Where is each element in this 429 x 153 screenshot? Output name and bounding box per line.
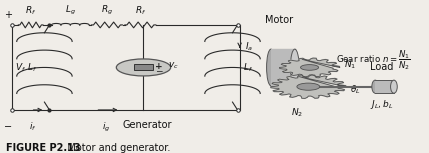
Ellipse shape xyxy=(266,49,275,86)
Text: Motor and generator.: Motor and generator. xyxy=(58,143,170,153)
Ellipse shape xyxy=(390,80,397,93)
Text: $\theta_L$: $\theta_L$ xyxy=(350,83,361,95)
Text: $J_L, b_L$: $J_L, b_L$ xyxy=(370,98,393,111)
Circle shape xyxy=(297,83,320,90)
Text: $L_g$: $L_g$ xyxy=(65,4,76,17)
Text: $i_g$: $i_g$ xyxy=(102,120,110,134)
Text: Motor: Motor xyxy=(265,15,293,25)
Polygon shape xyxy=(279,58,340,77)
Text: $V_f$: $V_f$ xyxy=(15,61,27,74)
Text: $N_1$: $N_1$ xyxy=(344,58,356,71)
Ellipse shape xyxy=(290,49,299,86)
Bar xyxy=(271,49,295,86)
Text: $I_a$: $I_a$ xyxy=(245,40,253,53)
Text: $R_f$: $R_f$ xyxy=(25,5,36,17)
Ellipse shape xyxy=(372,80,378,93)
Text: $R_f$: $R_f$ xyxy=(135,5,146,17)
Text: $L_f$: $L_f$ xyxy=(243,61,253,74)
Text: $i_f$: $i_f$ xyxy=(29,120,36,133)
Text: $R_g$: $R_g$ xyxy=(101,4,113,17)
Text: $v_c$: $v_c$ xyxy=(168,61,179,71)
Text: Generator: Generator xyxy=(123,120,172,130)
Circle shape xyxy=(301,65,319,70)
Text: FIGURE P2.13: FIGURE P2.13 xyxy=(6,143,80,153)
Text: $-$: $-$ xyxy=(3,120,12,130)
Text: Gear ratio $n = \dfrac{N_1}{N_2}$: Gear ratio $n = \dfrac{N_1}{N_2}$ xyxy=(336,48,411,72)
Text: $-$: $-$ xyxy=(155,65,164,74)
Text: +: + xyxy=(155,62,163,71)
Text: Load: Load xyxy=(370,62,393,72)
FancyBboxPatch shape xyxy=(134,64,153,70)
Text: +: + xyxy=(4,10,12,20)
Text: $L_f$: $L_f$ xyxy=(27,61,37,74)
Polygon shape xyxy=(271,75,346,98)
Bar xyxy=(375,80,394,93)
Text: $N_2$: $N_2$ xyxy=(291,106,303,119)
Circle shape xyxy=(116,59,171,76)
